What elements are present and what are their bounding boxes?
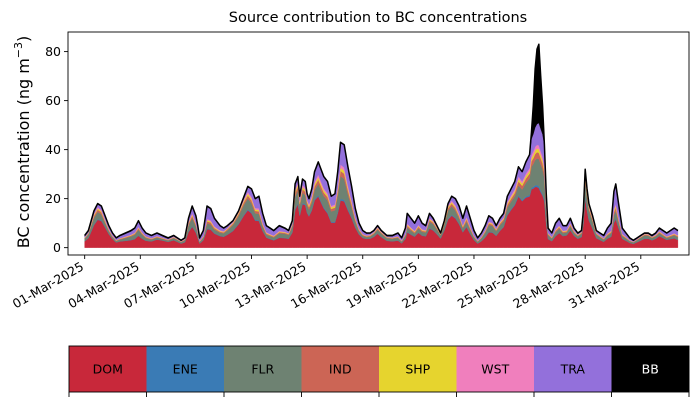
plot-frame <box>67 31 690 256</box>
legend-swatch-shp <box>379 346 457 392</box>
y-tick-label-20: 20 <box>45 191 61 206</box>
plot-area <box>67 31 690 256</box>
total-line <box>84 43 679 242</box>
legend-label-tra: TRA <box>560 362 586 377</box>
legend-label-flr: FLR <box>251 362 274 377</box>
x-axis: 01-Mar-202504-Mar-202507-Mar-202510-Mar-… <box>10 255 642 311</box>
y-axis-label-exponent: −3 <box>12 42 25 58</box>
y-tick-label-60: 60 <box>45 93 61 108</box>
legend-label-wst: WST <box>481 362 509 377</box>
legend-swatch-ene <box>146 346 225 392</box>
y-tick-label-40: 40 <box>45 142 61 157</box>
y-axis: 0 20 40 60 80 <box>45 44 68 255</box>
legend-label-shp: SHP <box>405 362 430 377</box>
legend-label-dom: DOM <box>93 362 123 377</box>
legend-swatch-ind <box>301 346 380 392</box>
chart-title: Source contribution to BC concentrations <box>229 10 527 26</box>
legend-swatch-wst <box>456 346 535 392</box>
legend-swatch-flr <box>224 346 302 392</box>
y-axis-label-close: ) <box>14 36 33 42</box>
y-axis-label: BC concentration (ng m−3) <box>12 36 33 249</box>
y-axis-label-main: BC concentration (ng m <box>14 58 33 248</box>
y-tick-label-80: 80 <box>45 44 61 59</box>
legend-colorbar: DOM ENE FLR IND SHP WST TRA BB <box>68 345 690 397</box>
legend-swatch-dom <box>69 346 147 392</box>
legend-label-ene: ENE <box>173 362 198 377</box>
y-tick-label-0: 0 <box>53 240 61 255</box>
legend-swatch-tra <box>534 346 612 392</box>
legend-label-ind: IND <box>329 362 352 377</box>
legend-swatch-bb <box>611 346 690 392</box>
legend-label-bb: BB <box>642 362 659 377</box>
